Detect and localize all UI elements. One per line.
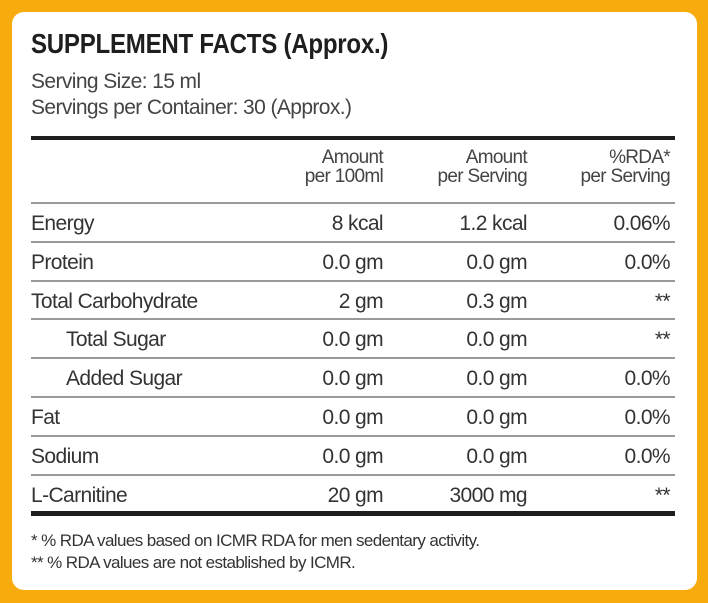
table-row: Sodium 0.0 gm 0.0 gm 0.0% (31, 437, 675, 475)
row-divider (31, 240, 675, 243)
amount-per-serving: 0.3 gm (466, 289, 527, 313)
nutrient-name: L-Carnitine (31, 483, 128, 507)
table-row: Fat 0.0 gm 0.0 gm 0.0% (31, 398, 675, 436)
amount-per-100ml: 20 gm (327, 483, 384, 507)
row-divider (31, 473, 675, 476)
rda-percent: ** (654, 328, 671, 352)
nutrient-name: Energy (31, 212, 95, 235)
footnote-2: ** % RDA values are not established by I… (31, 553, 356, 572)
nutrient-name: Sodium (31, 444, 99, 468)
header-rda: %RDA* per Serving (580, 147, 671, 187)
header-line: per 100ml (304, 166, 384, 187)
header-line: %RDA* (609, 147, 671, 168)
amount-per-100ml: 0.0 gm (322, 406, 383, 429)
header-line: per Serving (437, 166, 528, 187)
amount-per-100ml: 0.0 gm (322, 444, 383, 468)
rda-percent: 0.0% (624, 250, 671, 274)
nutrient-name: Added Sugar (66, 367, 183, 391)
nutrient-name: Total Carbohydrate (31, 289, 198, 313)
rda-percent: 0.0% (624, 444, 671, 468)
row-divider (31, 202, 675, 204)
amount-per-serving: 3000 mg (449, 483, 527, 507)
nutrient-name: Protein (31, 250, 94, 274)
row-divider (31, 396, 675, 398)
header-per-serving: Amount per Serving (437, 147, 528, 187)
amount-per-100ml: 0.0 gm (322, 328, 383, 352)
table-row: Total Sugar 0.0 gm 0.0 gm ** (31, 320, 675, 358)
rda-percent: 0.06% (613, 212, 670, 235)
header-line: Amount (465, 147, 528, 168)
nutrient-name: Total Sugar (66, 328, 166, 352)
servings-per-container: Servings per Container: 30 (Approx.) (31, 96, 352, 119)
header-line: Amount (321, 147, 384, 168)
amount-per-serving: 0.0 gm (466, 328, 527, 352)
header-line: per Serving (580, 166, 671, 187)
rda-percent: 0.0% (624, 406, 671, 429)
amount-per-serving: 0.0 gm (466, 367, 527, 391)
bottom-divider (31, 511, 675, 516)
amount-per-serving: 0.0 gm (466, 250, 527, 274)
row-divider (31, 357, 675, 360)
table-row: Total Carbohydrate 2 gm 0.3 gm ** (31, 282, 675, 320)
rda-percent: ** (654, 289, 671, 313)
amount-per-100ml: 0.0 gm (322, 367, 383, 391)
amount-per-serving: 0.0 gm (466, 406, 527, 429)
table-row: Energy 8 kcal 1.2 kcal 0.06% (31, 204, 675, 242)
amount-per-100ml: 0.0 gm (322, 250, 383, 274)
rda-percent: ** (654, 483, 671, 507)
serving-size: Serving Size: 15 ml (31, 70, 201, 93)
table-row: L-Carnitine 20 gm 3000 mg ** (31, 476, 675, 514)
header-per-100ml: Amount per 100ml (304, 147, 384, 187)
rda-percent: 0.0% (624, 367, 671, 391)
amount-per-100ml: 2 gm (338, 289, 384, 313)
amount-per-serving: 0.0 gm (466, 444, 527, 468)
amount-per-serving: 1.2 kcal (459, 212, 527, 235)
label-title: SUPPLEMENT FACTS (Approx.) (31, 28, 389, 59)
table-row: Protein 0.0 gm 0.0 gm 0.0% (31, 243, 675, 281)
footnote-1: * % RDA values based on ICMR RDA for men… (31, 531, 480, 550)
top-divider (31, 136, 675, 140)
supplement-facts-card (12, 12, 697, 590)
row-divider (31, 434, 675, 437)
table-row: Added Sugar 0.0 gm 0.0 gm 0.0% (31, 359, 675, 397)
row-divider (31, 279, 675, 282)
row-divider (31, 318, 675, 321)
nutrient-name: Fat (31, 406, 60, 429)
amount-per-100ml: 8 kcal (331, 212, 384, 235)
